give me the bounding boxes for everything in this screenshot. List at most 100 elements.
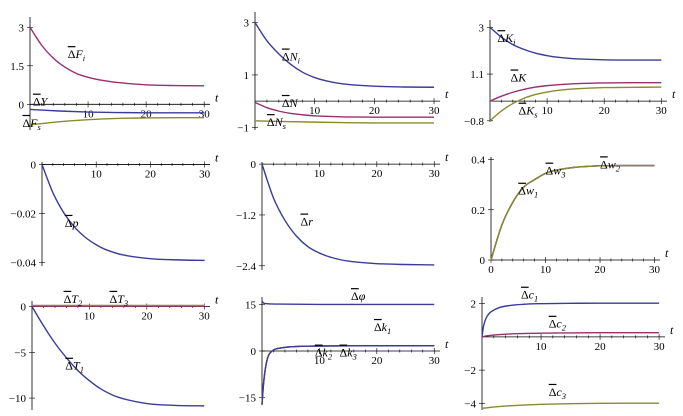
chart-panel-9: 10 20 30 2 −2 −4 t Δc1 Δc2 Δc3	[464, 288, 674, 411]
x-tick-label: 0	[488, 264, 494, 276]
y-tick-label: 0.4	[471, 155, 485, 167]
y-tick-label: −15	[239, 392, 257, 404]
y-tick-label: 3	[19, 22, 25, 34]
y-tick-label: −0.8	[464, 116, 484, 128]
x-tick-label: 10	[540, 264, 552, 276]
series-label-k2: Δk2	[315, 346, 333, 362]
x-tick-label: 10	[83, 108, 95, 120]
x-tick-label: 20	[141, 310, 153, 322]
x-tick-label: 30	[429, 355, 441, 367]
series-label-k1: Δk1	[374, 320, 391, 336]
x-tick-label: 30	[429, 105, 441, 117]
x-tick-label: 30	[199, 310, 211, 322]
y-tick-label: 3	[244, 17, 250, 29]
series-label-t2: ΔT2	[64, 292, 83, 308]
series-n	[254, 101, 435, 118]
series-label-: Δφ	[351, 289, 366, 303]
y-tick-label: 1.1	[470, 69, 484, 81]
series-label-r: Δr	[300, 215, 313, 229]
series-label-w2: Δw2	[600, 157, 621, 173]
series-label-ni: ΔNi	[282, 50, 301, 66]
series-c-3	[481, 402, 660, 410]
y-tick-label: −2.4	[236, 261, 256, 273]
chart-panel-8: 10 20 30 15 0 −15 t Δφ Δk1 Δk2 Δk3	[239, 289, 449, 405]
x-tick-label: 20	[141, 108, 153, 120]
x-tick-label: 30	[654, 341, 666, 353]
series-label-c1: Δc1	[521, 288, 538, 304]
series-label-fs: ΔFs	[22, 116, 41, 132]
series-p	[41, 164, 205, 262]
series-label-ki: ΔKi	[497, 31, 516, 47]
x-axis-label: t	[445, 150, 449, 164]
series-w-3	[490, 164, 655, 261]
series-n-i	[254, 22, 435, 88]
series-r	[261, 163, 435, 266]
x-tick-label: 10	[91, 168, 103, 180]
x-tick-label: 10	[84, 310, 96, 322]
y-tick-label: 2	[471, 299, 477, 311]
series-label-t1: ΔT1	[65, 359, 84, 375]
x-axis-label: t	[445, 337, 449, 351]
y-tick-label: −10	[9, 393, 27, 405]
series-label-w1: Δw1	[518, 184, 538, 200]
series-k-3	[261, 345, 435, 405]
x-tick-label: 10	[309, 105, 321, 117]
x-tick-label: 30	[656, 105, 668, 117]
series-label-t3: ΔT3	[110, 292, 129, 308]
series-	[261, 300, 435, 306]
x-tick-label: 20	[369, 105, 381, 117]
series-k	[489, 81, 662, 102]
series-k-s	[489, 86, 662, 122]
series-f-i	[29, 26, 205, 87]
x-tick-label: 30	[199, 108, 211, 120]
x-axis-label: t	[672, 87, 676, 101]
x-axis-label: t	[215, 90, 219, 104]
y-tick-label: −1	[237, 122, 249, 134]
series-label-n: ΔN	[282, 96, 299, 110]
y-tick-label: 0	[251, 346, 257, 358]
x-axis-label: t	[445, 87, 449, 101]
x-tick-label: 30	[199, 168, 211, 180]
x-tick-label: 10	[314, 168, 326, 180]
y-tick-label: 0	[480, 255, 486, 267]
x-tick-label: 30	[429, 168, 441, 180]
series-label-y: ΔY	[33, 95, 49, 109]
chart-panel-1: 10 20 30 3 1.5 0 t ΔFi ΔY ΔFs	[10, 17, 219, 132]
x-tick-label: 20	[371, 355, 383, 367]
x-tick-label: 10	[542, 105, 554, 117]
x-tick-label: 20	[371, 168, 383, 180]
x-tick-label: 10	[536, 341, 548, 353]
series-y	[29, 108, 205, 114]
series-label-w3: Δw3	[546, 164, 566, 180]
y-tick-label: 0	[19, 99, 25, 111]
x-tick-label: 20	[595, 264, 607, 276]
series-w-2	[490, 164, 655, 261]
chart-panel-5: 10 20 30 0 −1.2 −2.4 t Δr	[236, 150, 449, 273]
y-tick-label: −5	[14, 347, 26, 359]
y-tick-label: −0.04	[11, 257, 37, 269]
chart-panel-4: 10 20 30 0 −0.02 −0.04 t Δp	[11, 150, 219, 269]
x-tick-label: 20	[595, 341, 607, 353]
x-axis-label: t	[665, 246, 669, 260]
y-tick-label: 15	[245, 300, 257, 312]
y-tick-label: 3	[479, 22, 485, 34]
series-label-c3: Δc3	[549, 385, 566, 401]
series-f-s	[29, 116, 205, 126]
y-tick-label: 0	[31, 159, 37, 171]
y-tick-label: −0.02	[11, 208, 36, 220]
x-tick-label: 20	[599, 105, 611, 117]
x-tick-label: 30	[649, 264, 661, 276]
chart-panel-6: 0 10 20 30 0 0.2 0.4 t Δw1 Δw3 Δw2	[471, 155, 669, 276]
chart-panel-7: 10 20 30 0 −5 −10 t ΔT2 ΔT3 ΔT1	[9, 292, 219, 410]
x-tick-label: 10	[314, 355, 326, 367]
series-label-ns: ΔNs	[267, 115, 287, 131]
series-c-1	[481, 302, 660, 337]
series-label-k3: Δk3	[340, 346, 357, 362]
series-k-i	[489, 26, 662, 61]
y-tick-label: −1.2	[236, 210, 256, 222]
series-c-2	[481, 332, 660, 338]
series-label-c2: Δc2	[549, 317, 567, 333]
x-axis-label: t	[215, 150, 219, 164]
chart-panel-2: 10 20 30 3 1 −1 t ΔNi ΔN ΔNs	[237, 12, 449, 134]
